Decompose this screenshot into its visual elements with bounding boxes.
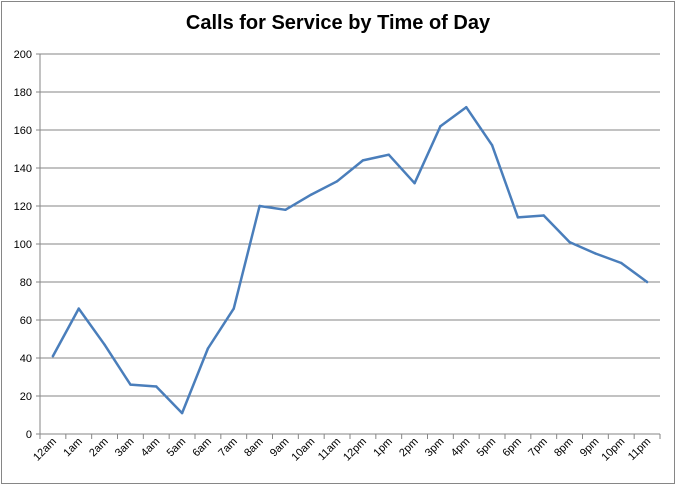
y-tick-label-20: 20 [20, 391, 32, 403]
data-point-1am [77, 307, 80, 310]
series-group [51, 105, 649, 415]
x-tick-label-10am: 10am [289, 436, 317, 464]
data-point-3am [129, 383, 132, 386]
data-point-8am [258, 204, 261, 208]
data-point-5am [180, 411, 184, 415]
gridlines [40, 53, 660, 397]
data-point-10pm [620, 261, 623, 265]
x-tick-label-2am: 2am [87, 436, 111, 460]
y-tick-label-80: 80 [20, 277, 32, 289]
x-tick-label-8pm: 8pm [552, 436, 576, 460]
data-point-8pm [568, 240, 571, 244]
y-tick-label-60: 60 [20, 315, 32, 327]
x-tick-label-1pm: 1pm [371, 436, 395, 460]
y-tick-label-100: 100 [14, 239, 32, 251]
x-tick-label-7am: 7am [216, 436, 240, 460]
data-point-2am [103, 343, 106, 346]
data-point-9pm [594, 252, 597, 255]
x-tick-label-2pm: 2pm [397, 436, 421, 460]
x-tick-label-11pm: 11pm [626, 436, 653, 463]
x-tick-label-8am: 8am [242, 436, 266, 460]
series-line-0 [51, 105, 649, 415]
y-tick-label-180: 180 [14, 87, 32, 99]
data-point-7am [232, 307, 235, 310]
x-tick-label-10pm: 10pm [599, 436, 627, 464]
x-tick-label-7pm: 7pm [526, 436, 550, 460]
x-tick-label-6am: 6am [190, 436, 214, 460]
y-tick-label-120: 120 [14, 201, 32, 213]
x-tick-label-4am: 4am [139, 436, 163, 460]
x-tick-label-9pm: 9pm [578, 436, 602, 460]
y-tick-label-200: 200 [14, 49, 32, 61]
x-tick-label-12pm: 12pm [341, 436, 369, 464]
data-point-12pm [361, 159, 365, 162]
x-tick-label-5pm: 5pm [475, 436, 499, 460]
y-tick-label-40: 40 [20, 353, 32, 365]
x-tick-label-1am: 1am [61, 436, 85, 460]
x-tick-label-3am: 3am [113, 436, 137, 460]
data-point-6am [206, 347, 210, 350]
data-point-4am [155, 385, 158, 388]
y-tick-label-160: 160 [14, 125, 32, 137]
x-axis-tick-labels: 12am 1am 2am 3am 4am 5am 6am 7am 8am 9am10am11am1… [31, 436, 653, 464]
x-tick-label-11am: 11am [316, 436, 343, 463]
data-point-4pm [465, 106, 468, 109]
axes [36, 53, 661, 439]
data-point-10am [310, 193, 313, 196]
x-tick-label-9am: 9am [268, 436, 292, 460]
data-point-12am [51, 354, 55, 358]
data-point-6pm [516, 216, 520, 219]
data-point-2pm [413, 182, 416, 185]
y-axis-tick-labels: 0 20 40 60 80 100 120 140 160 180 200 [14, 49, 32, 441]
x-tick-label-5am: 5am [165, 436, 189, 460]
x-tick-label-4pm: 4pm [449, 436, 473, 460]
data-point-3pm [439, 125, 442, 128]
data-point-9am [284, 208, 287, 211]
y-tick-label-0: 0 [26, 429, 32, 441]
x-tick-label-12am: 12am [31, 436, 59, 464]
chart-title: Calls for Service by Time of Day [185, 12, 491, 34]
data-point-11pm [645, 280, 649, 284]
x-tick-label-6pm: 6pm [500, 436, 524, 460]
y-tick-label-140: 140 [14, 163, 32, 175]
data-point-1pm [387, 153, 390, 156]
data-point-11am [335, 180, 339, 183]
x-tick-label-3pm: 3pm [423, 436, 447, 460]
data-point-7pm [542, 214, 545, 217]
data-point-5pm [490, 144, 494, 147]
